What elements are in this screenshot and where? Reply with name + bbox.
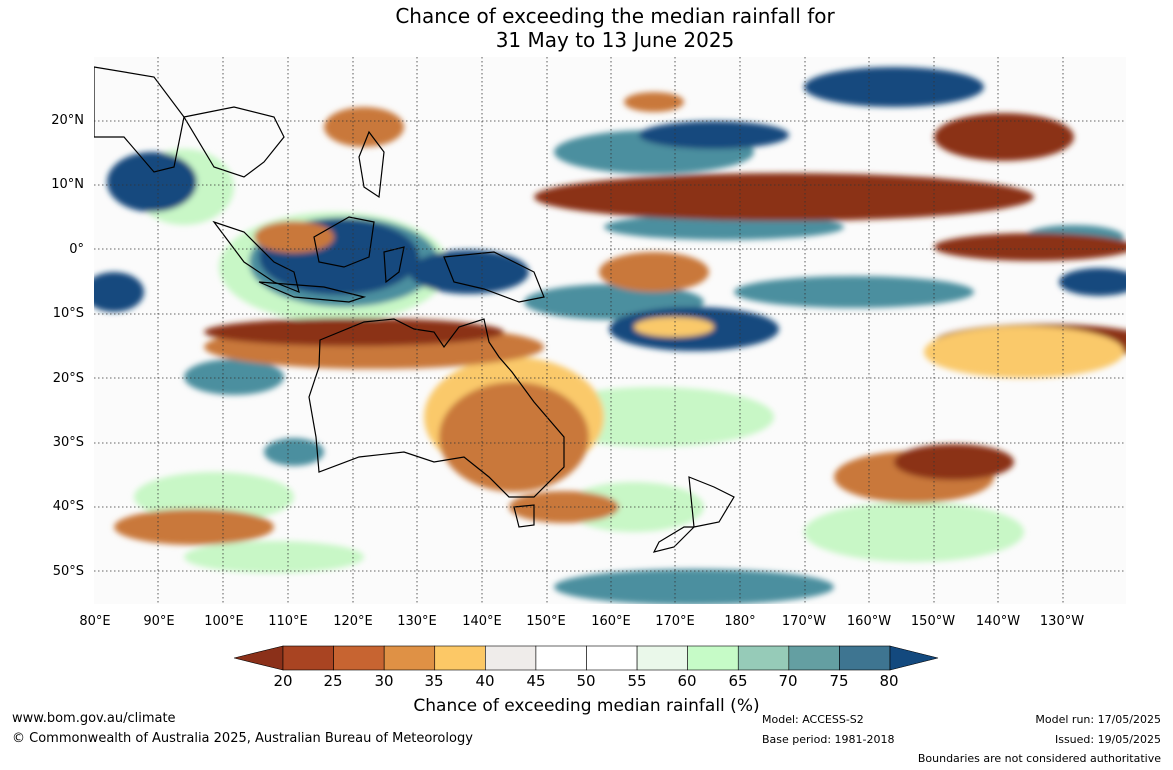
philippines-outline	[358, 130, 385, 199]
colorbar-cell	[282, 645, 334, 671]
colorbar-tick-80: 80	[879, 672, 899, 690]
colorbar-tick-25: 25	[323, 672, 343, 690]
lon-label-110e: 110°E	[268, 614, 308, 629]
sulawesi-outline	[383, 246, 405, 284]
lat-label-20n: 20°N	[51, 113, 84, 128]
colorbar-cell	[333, 645, 385, 671]
colorbar-arrow-low	[234, 645, 284, 671]
southeast-asia-outline	[94, 66, 185, 173]
bom-website: www.bom.gov.au/climate	[12, 711, 176, 726]
colorbar-arrow-high	[889, 645, 939, 671]
title-line-2: 31 May to 13 June 2025	[495, 28, 735, 52]
colorbar-tick-50: 50	[576, 672, 596, 690]
lon-label-140w: 140°W	[975, 614, 1021, 629]
probability-fields	[94, 67, 1126, 604]
map-title: Chance of exceeding the median rainfall …	[0, 4, 1173, 52]
boundaries-disclaimer: Boundaries are not considered authoritat…	[917, 752, 1161, 765]
colorbar-cell	[839, 645, 891, 671]
lon-label-90e: 90°E	[143, 614, 175, 629]
new-zealand-south-outline	[652, 526, 696, 553]
colorbar-cell	[737, 645, 790, 671]
colorbar-cell	[434, 645, 486, 671]
colorbar-tick-20: 20	[273, 672, 293, 690]
colorbar-tick-45: 45	[526, 672, 546, 690]
colorbar-tick-40: 40	[475, 672, 495, 690]
base-period: Base period: 1981-2018	[762, 733, 895, 746]
lon-label-170w: 170°W	[781, 614, 827, 629]
lon-label-130w: 130°W	[1039, 614, 1085, 629]
lat-label-10n: 10°N	[51, 177, 84, 192]
colorbar-tick-60: 60	[677, 672, 697, 690]
colorbar-cell	[636, 645, 688, 671]
colorbar-cell	[485, 645, 537, 671]
lat-label-20s: 20°S	[52, 371, 84, 386]
colorbar	[234, 645, 939, 671]
model-run-date: Model run: 17/05/2025	[1035, 713, 1161, 726]
indochina-outline	[183, 106, 285, 178]
colorbar-cell	[586, 645, 638, 671]
coastlines	[94, 66, 735, 553]
lon-label-100e: 100°E	[204, 614, 244, 629]
lon-label-180: 180°	[724, 614, 756, 629]
tasmania-outline	[513, 504, 535, 528]
lon-label-150w: 150°W	[910, 614, 956, 629]
new-guinea-outline	[443, 251, 545, 303]
rainfall-probability-map	[94, 57, 1126, 604]
lat-label-30s: 30°S	[52, 435, 84, 450]
colorbar-tick-35: 35	[424, 672, 444, 690]
colorbar-label: Chance of exceeding median rainfall (%)	[413, 696, 760, 716]
colorbar-cell	[383, 645, 436, 671]
colorbar-tick-70: 70	[778, 672, 798, 690]
lat-label-10s: 10°S	[52, 306, 84, 321]
model-name: Model: ACCESS-S2	[762, 713, 864, 726]
issued-date: Issued: 19/05/2025	[1054, 733, 1161, 746]
borneo-outline	[313, 216, 375, 268]
colorbar-cells	[234, 645, 939, 671]
lat-label-0: 0°	[69, 242, 84, 257]
lon-label-160e: 160°E	[591, 614, 631, 629]
lat-label-50s: 50°S	[52, 564, 84, 579]
map-canvas	[94, 57, 1126, 604]
sumatra-outline	[212, 220, 300, 293]
copyright-notice: © Commonwealth of Australia 2025, Austra…	[12, 731, 473, 746]
colorbar-cell	[788, 645, 840, 671]
australia-outline	[308, 318, 565, 498]
colorbar-tick-75: 75	[829, 672, 849, 690]
lon-label-170e: 170°E	[655, 614, 695, 629]
lon-label-160w: 160°W	[846, 614, 892, 629]
gridlines	[94, 57, 1126, 604]
lat-label-40s: 40°S	[52, 499, 84, 514]
title-line-1: Chance of exceeding the median rainfall …	[395, 4, 835, 28]
lon-label-80e: 80°E	[79, 614, 111, 629]
colorbar-cell	[687, 645, 739, 671]
lon-label-120e: 120°E	[333, 614, 373, 629]
lon-label-150e: 150°E	[526, 614, 566, 629]
lon-label-140e: 140°E	[462, 614, 502, 629]
colorbar-tick-30: 30	[374, 672, 394, 690]
colorbar-cell	[535, 645, 587, 671]
colorbar-tick-55: 55	[627, 672, 647, 690]
lon-label-130e: 130°E	[397, 614, 437, 629]
new-zealand-north-outline	[688, 476, 735, 528]
colorbar-tick-65: 65	[728, 672, 748, 690]
